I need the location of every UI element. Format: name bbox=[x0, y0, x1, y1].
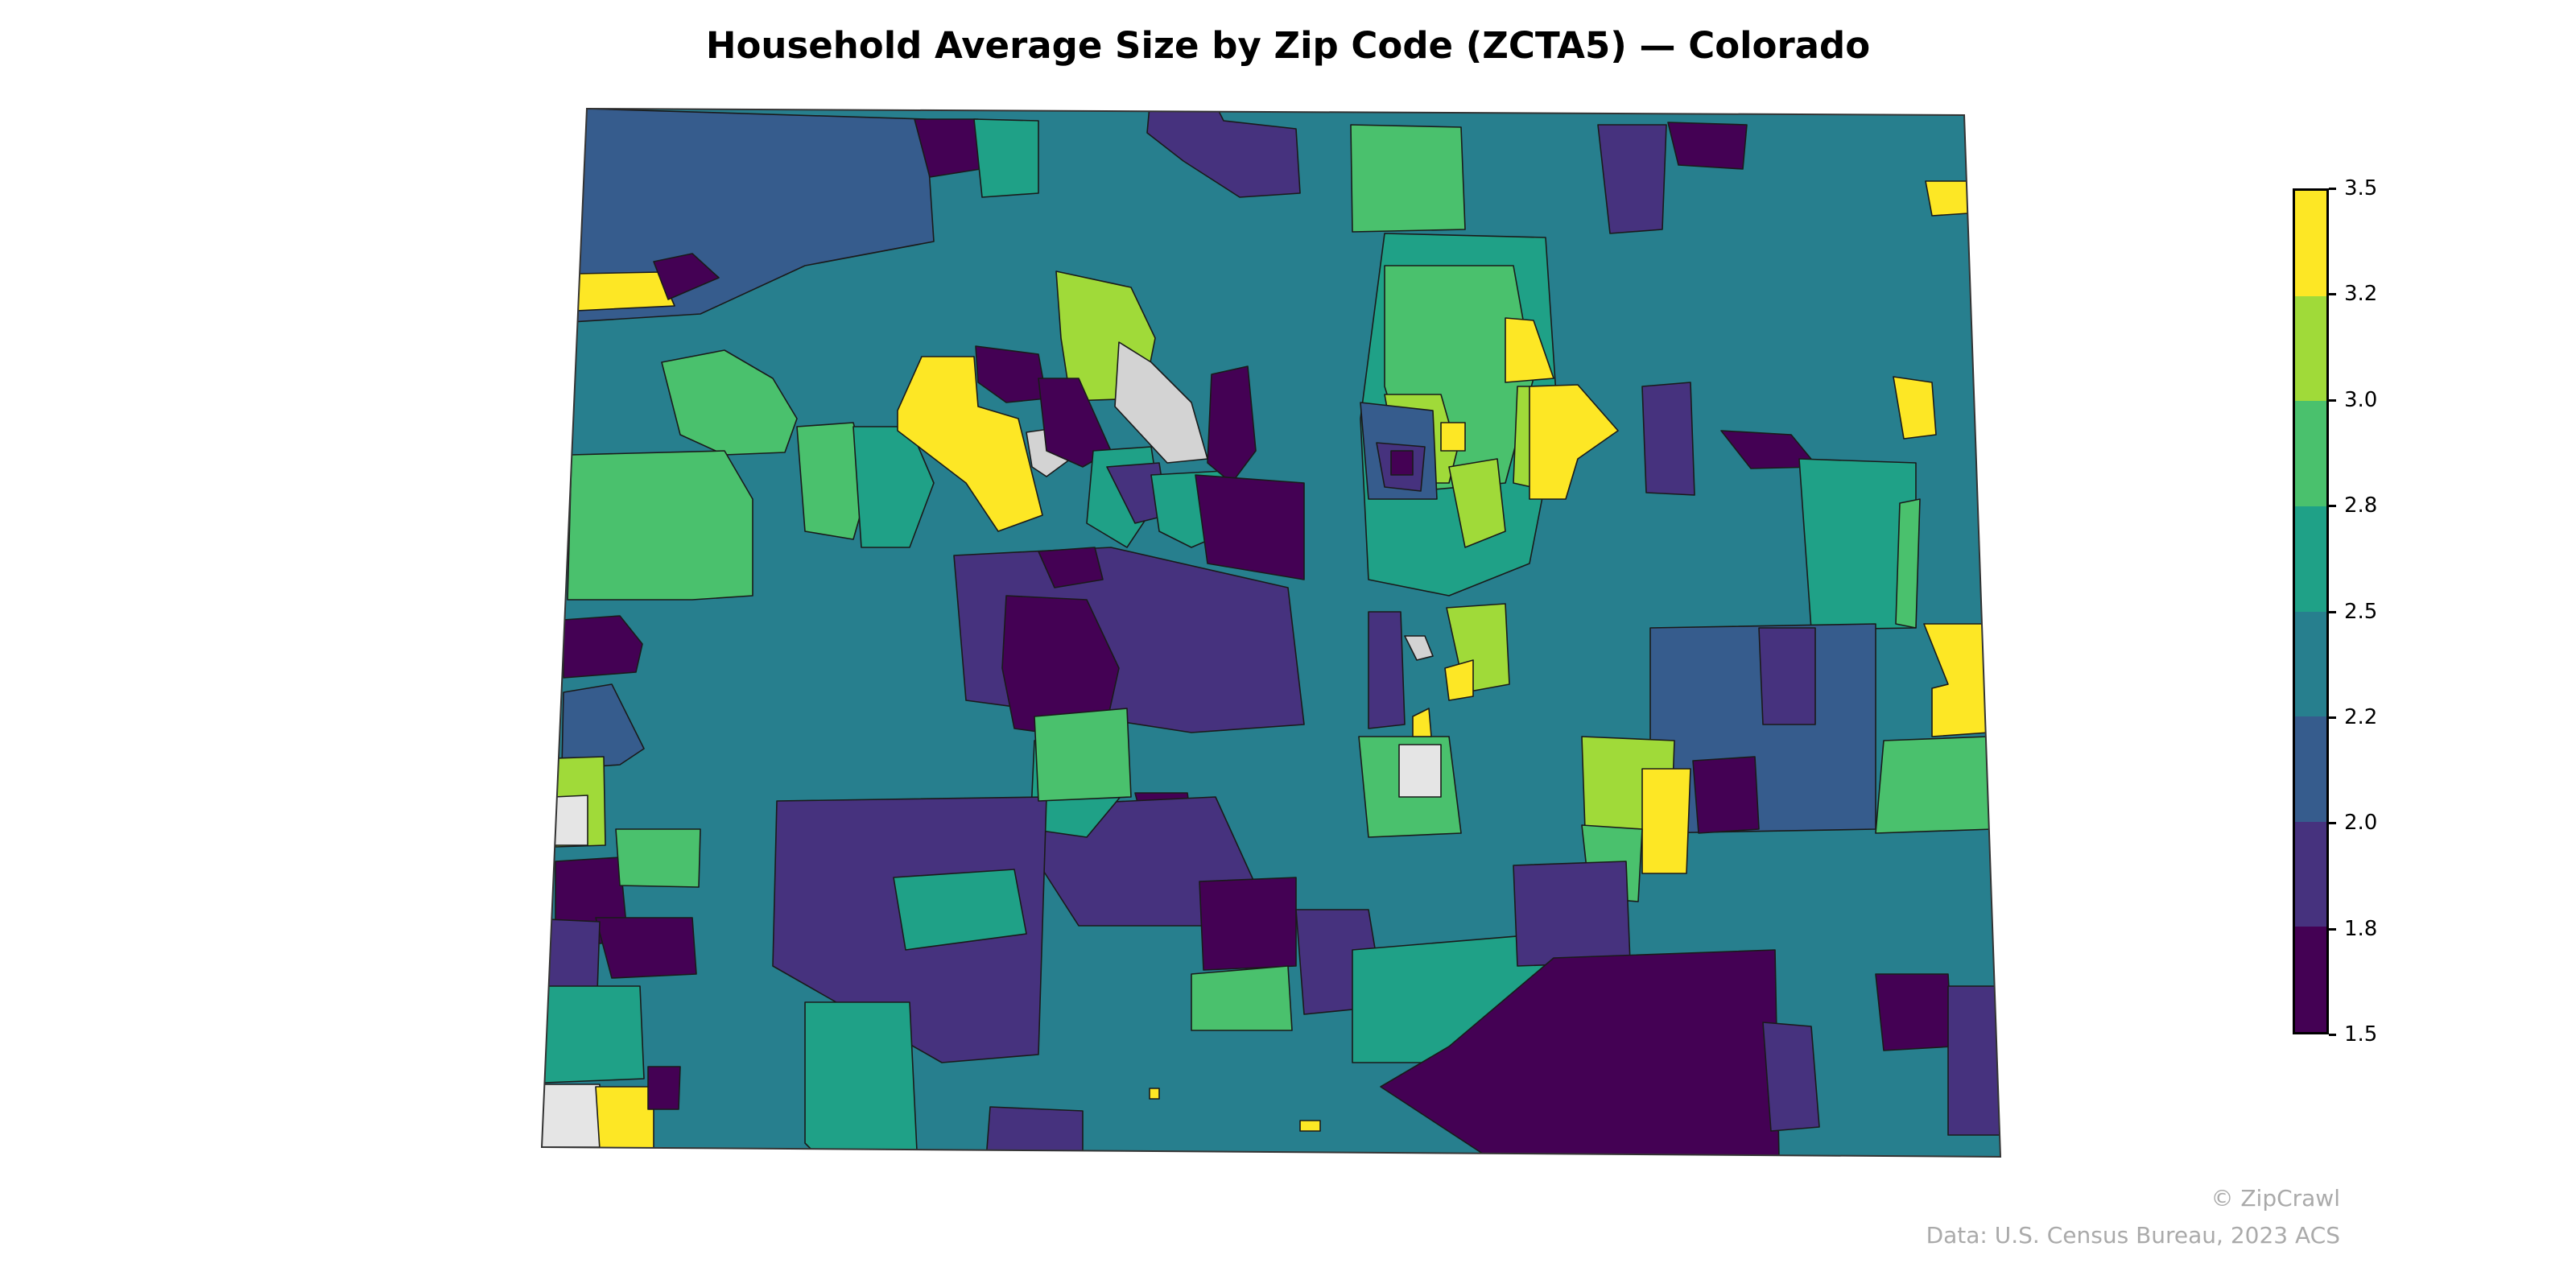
colorbar-tick bbox=[2329, 822, 2336, 824]
colorbar-band bbox=[2295, 716, 2326, 822]
zcta-region bbox=[1947, 985, 2000, 1136]
zcta-region bbox=[563, 615, 643, 679]
zcta-region bbox=[653, 253, 720, 300]
zcta-region bbox=[615, 828, 701, 888]
zcta-region bbox=[1513, 861, 1631, 967]
zcta-region bbox=[1412, 708, 1432, 737]
zcta-region bbox=[1692, 756, 1760, 834]
zcta-region bbox=[1380, 949, 1780, 1157]
zcta-region bbox=[1895, 498, 1921, 629]
zcta-region bbox=[1149, 1088, 1160, 1100]
colorbar-tick bbox=[2329, 716, 2336, 719]
zcta-region bbox=[1641, 768, 1691, 874]
zcta-region bbox=[1448, 458, 1506, 548]
zcta-region bbox=[1758, 627, 1816, 725]
colorbar-tick bbox=[2329, 399, 2336, 402]
zcta-region bbox=[1299, 1120, 1321, 1132]
zcta-region bbox=[1390, 450, 1414, 476]
zcta-region bbox=[1444, 659, 1474, 701]
zcta-region bbox=[973, 118, 1039, 198]
zcta-region bbox=[1368, 611, 1406, 729]
zcta-region bbox=[661, 349, 798, 456]
zcta-region bbox=[595, 917, 697, 979]
zcta-region bbox=[893, 869, 1027, 951]
colorbar-band bbox=[2295, 611, 2326, 717]
zcta-region bbox=[561, 683, 645, 770]
data-source-credit: Data: U.S. Census Bureau, 2023 ACS bbox=[1926, 1222, 2340, 1249]
zcta-region bbox=[1146, 109, 1301, 198]
zcta-region bbox=[1195, 474, 1305, 580]
colorbar-tick-label: 1.5 bbox=[2344, 1022, 2378, 1046]
zcta-region bbox=[1641, 382, 1695, 496]
colorbar-band bbox=[2295, 401, 2326, 506]
zcta-region bbox=[647, 1066, 681, 1110]
zcta-region bbox=[1597, 124, 1667, 234]
zcta-region bbox=[1125, 1159, 1167, 1199]
colorbar-tick bbox=[2329, 293, 2336, 295]
colorbar-tick-label: 2.0 bbox=[2344, 811, 2378, 835]
colorbar-tick-label: 3.2 bbox=[2344, 282, 2378, 306]
zcta-region bbox=[1667, 122, 1748, 170]
zcta-region bbox=[542, 1084, 601, 1148]
zcta-region bbox=[1893, 376, 1937, 440]
zcta-region bbox=[1875, 973, 1953, 1051]
zcta-region bbox=[985, 1106, 1084, 1157]
zcta-region bbox=[1404, 635, 1434, 661]
colorbar-band bbox=[2295, 295, 2326, 402]
colorbar-tick bbox=[2329, 188, 2336, 190]
zcta-region bbox=[1038, 547, 1104, 588]
zcta-regions bbox=[542, 109, 2000, 1199]
colorbar-band bbox=[2295, 821, 2326, 927]
chart-title: Household Average Size by Zip Code (ZCTA… bbox=[705, 24, 1871, 67]
colorbar bbox=[2293, 188, 2329, 1034]
zcta-region bbox=[897, 356, 1043, 532]
copyright-credit: © ZipCrawl bbox=[2211, 1185, 2340, 1212]
zcta-region bbox=[567, 450, 753, 601]
colorbar-tick bbox=[2329, 611, 2336, 613]
zcta-region bbox=[595, 1086, 654, 1150]
zcta-region bbox=[1440, 422, 1466, 452]
zcta-region bbox=[553, 795, 588, 846]
colorbar-tick-label: 2.2 bbox=[2344, 705, 2378, 729]
colorbar-tick-label: 1.8 bbox=[2344, 917, 2378, 941]
colorbar-tick bbox=[2329, 1034, 2336, 1036]
zcta-region bbox=[1529, 384, 1619, 500]
colorbar-tick bbox=[2329, 928, 2336, 931]
colorbar-band bbox=[2295, 191, 2326, 296]
zcta-region bbox=[1199, 877, 1297, 971]
zcta-region bbox=[975, 345, 1047, 403]
zcta-region bbox=[1350, 124, 1466, 233]
colorbar-band bbox=[2295, 506, 2326, 612]
colorbar-band bbox=[2295, 927, 2326, 1032]
zcta-region bbox=[804, 1001, 919, 1157]
zcta-region bbox=[1398, 744, 1442, 798]
zcta-region bbox=[1191, 965, 1293, 1031]
zcta-region bbox=[1034, 708, 1132, 802]
zcta-region bbox=[1207, 365, 1257, 484]
colorbar-tick-label: 2.8 bbox=[2344, 493, 2378, 518]
colorbar-tick bbox=[2329, 505, 2336, 507]
colorbar-tick-label: 3.5 bbox=[2344, 176, 2378, 200]
zcta-region bbox=[1875, 736, 1993, 834]
state-outline bbox=[540, 107, 2002, 1158]
zcta-region bbox=[1505, 317, 1554, 383]
zcta-region bbox=[543, 985, 645, 1084]
colorbar-tick-label: 3.0 bbox=[2344, 388, 2378, 412]
zcta-region bbox=[1925, 180, 1969, 217]
colorbar-tick-label: 2.5 bbox=[2344, 600, 2378, 624]
zcta-region bbox=[1762, 1022, 1820, 1132]
